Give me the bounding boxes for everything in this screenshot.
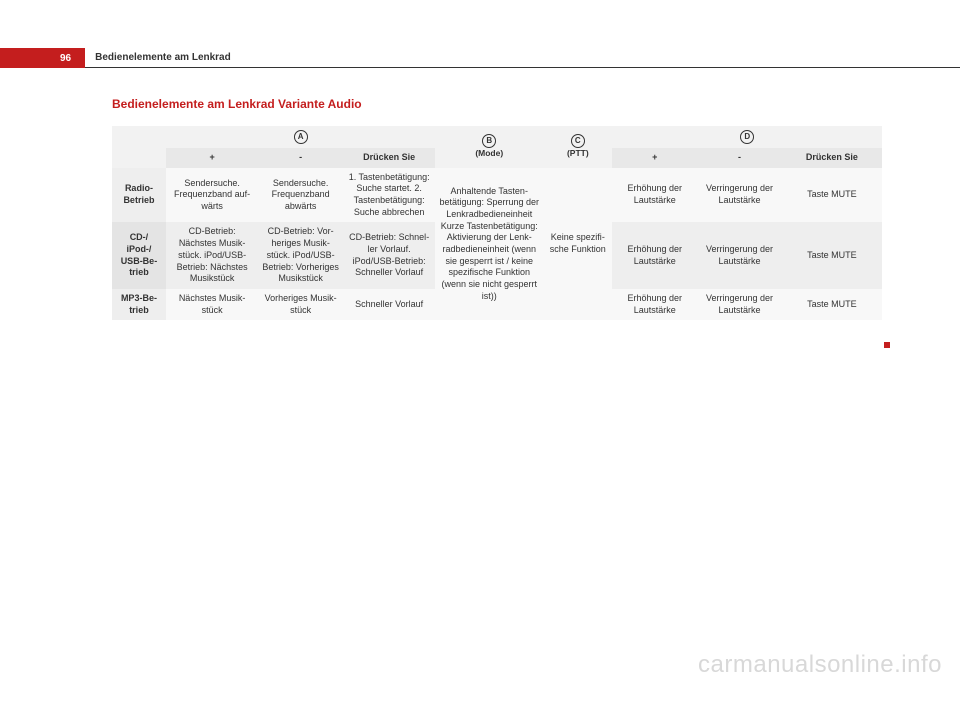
cell: Verringerung der Lautstärke <box>697 222 782 288</box>
function-table: A B (Mode) C (PTT) D + - Drücken Sie + -… <box>112 126 882 320</box>
row-mp3-label: MP3-Be­trieb <box>112 289 166 320</box>
col-d-press: Drücken Sie <box>782 148 882 168</box>
cell: Taste MUTE <box>782 289 882 320</box>
cell: CD-Betrieb: Schnel­ler Vorlauf. iPod/USB… <box>343 222 435 288</box>
cell: Erhöhung der Lautstärke <box>612 168 697 223</box>
cell-mode: Anhaltende Tasten­betätigung: Sperrung d… <box>435 168 543 321</box>
cell: Sendersuche. Frequenzband auf­wärts <box>166 168 258 223</box>
group-c-label: (PTT) <box>567 148 589 158</box>
group-b-label: (Mode) <box>475 148 503 158</box>
col-d-minus: - <box>697 148 782 168</box>
group-d-icon: D <box>740 130 754 144</box>
row-radio-label: Radio-Betrieb <box>112 168 166 223</box>
cell: Taste MUTE <box>782 222 882 288</box>
page-number: 96 <box>0 48 85 68</box>
col-d-plus: + <box>612 148 697 168</box>
cell: Nächstes Musik­stück <box>166 289 258 320</box>
group-a-icon: A <box>294 130 308 144</box>
cell: Sendersuche. Frequenzband abwärts <box>258 168 343 223</box>
cell: Erhöhung der Lautstärke <box>612 222 697 288</box>
row-cd-label: CD-/ iPod-/ USB-Be­trieb <box>112 222 166 288</box>
col-a-plus: + <box>166 148 258 168</box>
cell: CD-Betrieb: Nächstes Musik­stück. iPod/U… <box>166 222 258 288</box>
section-title: Bedienelemente am Lenkrad Variante Audio <box>112 97 362 111</box>
cell: Vorheriges Musik­stück <box>258 289 343 320</box>
cell: Taste MUTE <box>782 168 882 223</box>
col-a-press: Drücken Sie <box>343 148 435 168</box>
watermark: carmanualsonline.info <box>698 651 942 679</box>
col-a-minus: - <box>258 148 343 168</box>
cell: Verringerung der Lautstärke <box>697 168 782 223</box>
header-title: Bedienelemente am Lenkrad <box>85 48 960 68</box>
section-end-marker <box>884 342 890 348</box>
cell: CD-Betrieb: Vor­heriges Musik­stück. iPo… <box>258 222 343 288</box>
cell: Erhöhung der Lautstärke <box>612 289 697 320</box>
cell: Schneller Vorlauf <box>343 289 435 320</box>
cell: 1. Tastenbetäti­gung: Suche star­tet. 2.… <box>343 168 435 223</box>
table-row: Radio-Betrieb Sendersuche. Frequenzband … <box>112 168 882 223</box>
cell: Verringerung der Lautstärke <box>697 289 782 320</box>
group-c-icon: C <box>571 134 585 148</box>
group-b-icon: B <box>482 134 496 148</box>
page-header: 96 Bedienelemente am Lenkrad <box>0 48 960 68</box>
cell-ptt: Keine spezifi­sche Funktion <box>543 168 612 321</box>
